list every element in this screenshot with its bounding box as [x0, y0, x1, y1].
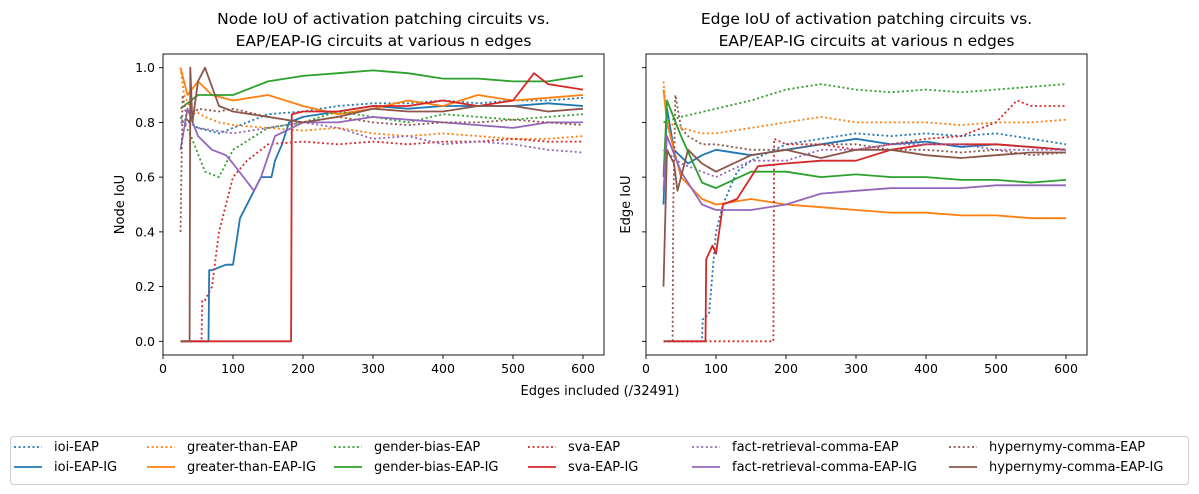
shared-x-axis-label: Edges included (/32491)	[521, 384, 680, 399]
legend-box	[10, 436, 1189, 485]
x-tick-label: 200	[291, 361, 315, 376]
chart-title-line1: Node IoU of activation patching circuits…	[217, 10, 550, 28]
series-line-gender-bias-EAP	[179, 110, 584, 178]
plot-frame	[162, 53, 605, 356]
series-line-gender-bias-EAP-IG	[179, 69, 584, 110]
y-tick-label: 0.8	[135, 115, 155, 130]
y-tick-label: 0.0	[135, 334, 155, 349]
x-tick-label: 600	[1054, 361, 1078, 376]
legend-label: sva-EAP	[568, 440, 620, 455]
legend-label: ioi-EAP	[54, 440, 99, 455]
chart-title-line2: EAP/EAP-IG circuits at various n edges	[719, 32, 1015, 50]
edge-iou-panel: Edge IoU of activation patching circuits…	[619, 10, 1088, 376]
series-line-ioi-EAP	[180, 96, 584, 135]
series-line-sva-EAP	[180, 137, 583, 343]
series-line-greater-than-EAP-IG	[179, 67, 584, 116]
legend-label: hypernymy-comma-EAP-IG	[989, 460, 1163, 475]
series-line-sva-EAP	[663, 99, 1066, 343]
series-line-ioi-EAP	[663, 132, 1067, 343]
legend-label: gender-bias-EAP	[374, 440, 480, 455]
y-axis-label: Edge IoU	[619, 175, 634, 233]
x-tick-label: 500	[501, 361, 525, 376]
legend: ioi-EAP ioi-EAP-IG greater-than-EAP greater…	[10, 436, 1189, 485]
legend-label: gender-bias-EAP-IG	[374, 460, 499, 475]
series-line-sva-EAP-IG	[663, 143, 1067, 343]
x-tick-label: 600	[571, 361, 595, 376]
series-line-ioi-EAP-IG	[180, 102, 584, 343]
x-tick-label: 0	[159, 361, 167, 376]
y-tick-label: 0.4	[135, 224, 155, 239]
node-iou-panel: Node IoU of activation patching circuits…	[113, 10, 605, 376]
x-tick-label: 100	[704, 361, 728, 376]
series-line-fact-retrieval-comma-EAP-IG	[179, 107, 583, 192]
series-line-greater-than-EAP	[179, 67, 584, 140]
y-tick-label: 1.0	[135, 60, 155, 75]
x-tick-label: 500	[984, 361, 1008, 376]
legend-label: hypernymy-comma-EAP	[989, 440, 1145, 455]
x-tick-label: 200	[774, 361, 798, 376]
x-tick-label: 100	[221, 361, 245, 376]
x-tick-label: 0	[642, 361, 650, 376]
series-line-ioi-EAP-IG	[662, 107, 1067, 205]
series-line-gender-bias-EAP	[663, 83, 1067, 124]
series-line-hypernymy-comma-EAP	[179, 94, 584, 232]
series-line-hypernymy-comma-EAP-IG	[662, 148, 1066, 287]
series-line-fact-retrieval-comma-EAP-IG	[662, 135, 1066, 211]
x-tick-label: 400	[431, 361, 455, 376]
x-tick-label: 300	[844, 361, 868, 376]
plot-frame	[645, 53, 1088, 356]
legend-label: sva-EAP-IG	[568, 460, 638, 475]
legend-label: greater-than-EAP-IG	[187, 460, 316, 475]
chart-title-line1: Edge IoU of activation patching circuits…	[701, 10, 1032, 28]
series-line-hypernymy-comma-EAP-IG	[180, 66, 584, 343]
series-group	[662, 81, 1067, 343]
series-line-sva-EAP-IG	[180, 72, 584, 343]
series-line-hypernymy-comma-EAP	[663, 94, 1067, 343]
legend-label: fact-retrieval-comma-EAP-IG	[732, 460, 917, 475]
y-axis-label: Node IoU	[113, 175, 128, 234]
y-tick-label: 0.2	[135, 279, 155, 294]
x-tick-label: 400	[914, 361, 938, 376]
y-tick-label: 0.6	[135, 170, 155, 185]
series-line-greater-than-EAP-IG	[662, 89, 1066, 220]
legend-label: greater-than-EAP	[187, 440, 298, 455]
x-tick-label: 300	[361, 361, 385, 376]
series-line-fact-retrieval-comma-EAP	[662, 143, 1066, 178]
series-group	[179, 66, 584, 343]
legend-label: fact-retrieval-comma-EAP	[732, 440, 899, 455]
legend-label: ioi-EAP-IG	[54, 460, 117, 475]
series-line-greater-than-EAP	[662, 81, 1067, 135]
chart-title-line2: EAP/EAP-IG circuits at various n edges	[236, 32, 532, 50]
